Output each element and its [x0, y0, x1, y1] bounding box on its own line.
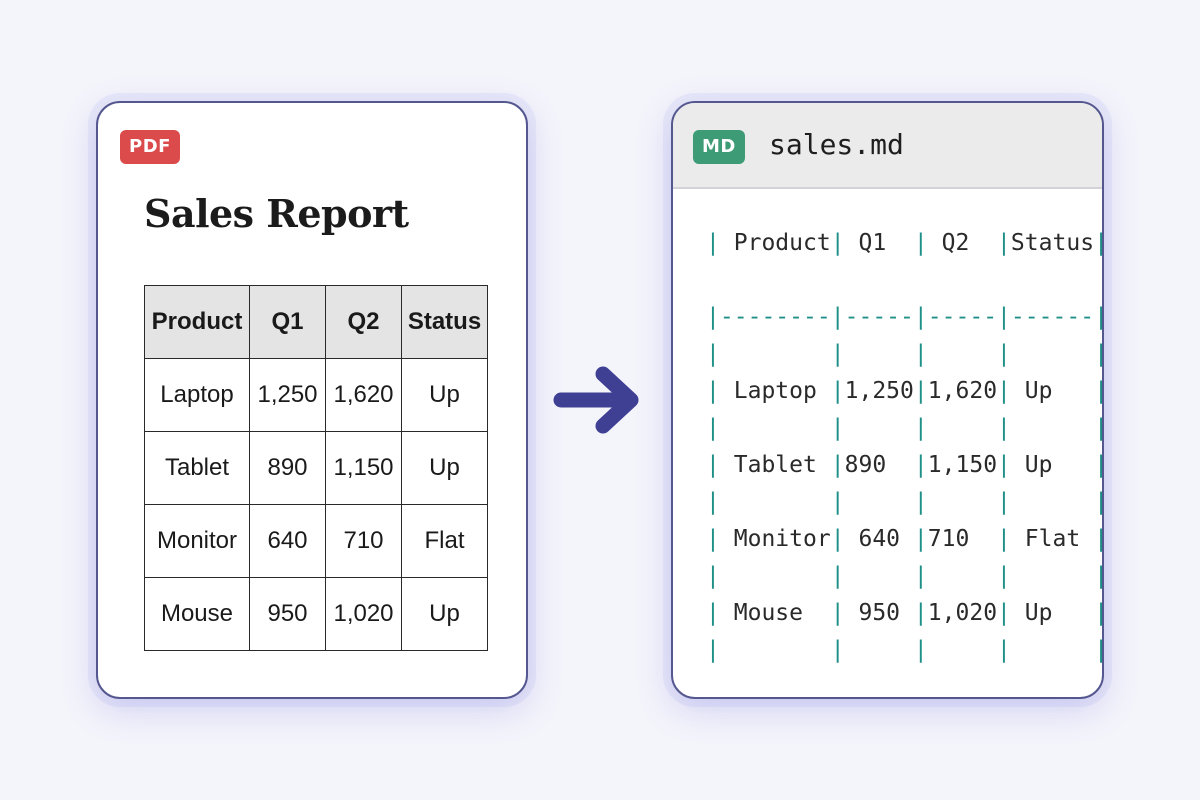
- table-cell: Up: [401, 577, 488, 651]
- markdown-file-card: MD sales.md | Product| Q1 | Q2 |Status | …: [671, 101, 1104, 699]
- pdf-title: Sales Report: [144, 191, 409, 236]
- table-cell: Tablet: [144, 431, 250, 505]
- column-header-status: Status: [401, 285, 488, 359]
- markdown-line: [706, 262, 1102, 299]
- table-row: Tablet 890 1,150 Up: [144, 431, 488, 505]
- column-header-q2: Q2: [325, 285, 402, 359]
- pdf-sales-table: Product Q1 Q2 Status Laptop 1,250 1,620 …: [144, 285, 488, 651]
- pdf-badge: PDF: [120, 130, 180, 164]
- table-cell: 1,020: [325, 577, 402, 651]
- markdown-line: | Product| Q1 | Q2 |Status|: [706, 230, 1102, 256]
- table-cell: 1,250: [249, 358, 326, 432]
- table-cell: 890: [249, 431, 326, 505]
- table-cell: Monitor: [144, 504, 250, 578]
- markdown-line: | Tablet |890 |1,150| Up |: [706, 452, 1102, 478]
- markdown-table-source: | Product| Q1 | Q2 |Status| |--------|--…: [706, 225, 1102, 669]
- table-cell: 640: [249, 504, 326, 578]
- table-row: Mouse 950 1,020 Up: [144, 577, 488, 651]
- table-row: Monitor 640 710 Flat: [144, 504, 488, 578]
- column-header-q1: Q1: [249, 285, 326, 359]
- table-cell: Laptop: [144, 358, 250, 432]
- markdown-line: | Laptop |1,250|1,620| Up |: [706, 378, 1102, 404]
- pdf-document-card: PDF Sales Report Product Q1 Q2 Status La…: [96, 101, 528, 699]
- md-badge: MD: [693, 130, 745, 164]
- table-cell: Flat: [401, 504, 488, 578]
- markdown-line: | | | | |: [706, 563, 1102, 589]
- markdown-line: |--------|-----|-----|------|: [706, 304, 1102, 330]
- markdown-line: | | | | |: [706, 415, 1102, 441]
- markdown-line: | Mouse | 950 |1,020| Up |: [706, 600, 1102, 626]
- table-cell: 710: [325, 504, 402, 578]
- markdown-file-header: MD sales.md: [673, 103, 1102, 189]
- arrow-right-icon: [553, 366, 639, 434]
- markdown-line: | | | | |: [706, 637, 1102, 663]
- table-cell: 1,150: [325, 431, 402, 505]
- column-header-product: Product: [144, 285, 250, 359]
- table-cell: Up: [401, 431, 488, 505]
- table-cell: 1,620: [325, 358, 402, 432]
- markdown-filename: sales.md: [769, 128, 904, 161]
- table-cell: Mouse: [144, 577, 250, 651]
- table-header-row: Product Q1 Q2 Status: [144, 285, 488, 359]
- markdown-line: | | | | |: [706, 341, 1102, 367]
- table-row: Laptop 1,250 1,620 Up: [144, 358, 488, 432]
- table-cell: Up: [401, 358, 488, 432]
- markdown-line: | | | | |: [706, 489, 1102, 515]
- markdown-line: | Monitor| 640 |710 | Flat |: [706, 526, 1102, 552]
- table-cell: 950: [249, 577, 326, 651]
